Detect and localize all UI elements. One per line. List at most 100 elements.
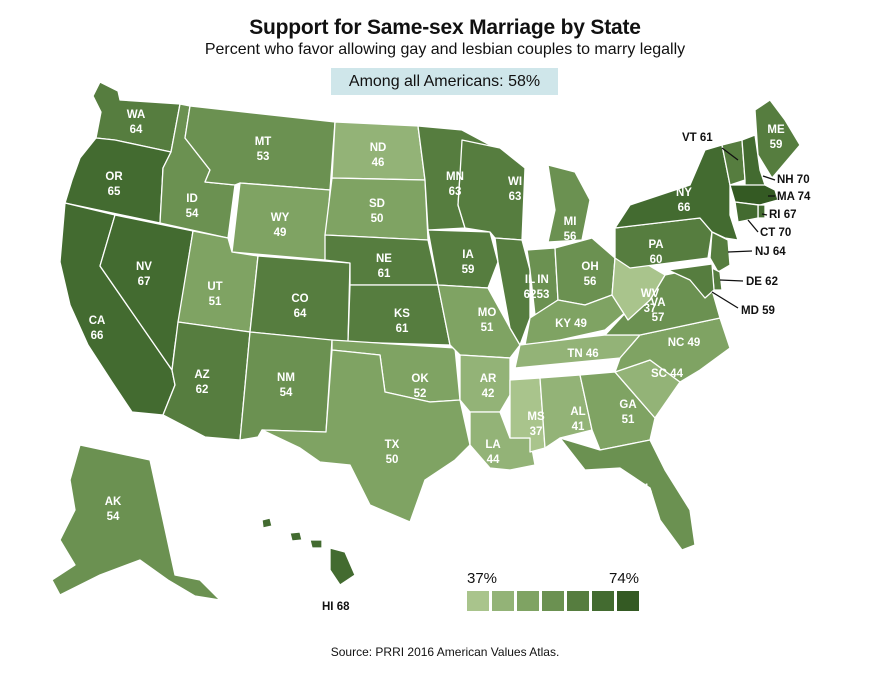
state-label-nd: ND (370, 142, 387, 154)
legend-swatch-5 (567, 591, 589, 611)
state-label-ma: MA 74 (777, 191, 811, 203)
state-nj (709, 231, 731, 273)
state-label-ny: NY (676, 187, 692, 199)
leader-line-ri (761, 213, 768, 216)
state-value-fl: 58 (639, 498, 652, 510)
state-label-wa: WA (127, 109, 146, 121)
state-value-mi: 56 (564, 231, 577, 243)
state-value-oh: 56 (584, 276, 597, 288)
state-label-vt: VT 61 (682, 132, 713, 144)
state-label-ms: MS (527, 411, 545, 423)
map-subtitle: Percent who favor allowing gay and lesbi… (204, 41, 686, 58)
state-label-nj: NJ 64 (755, 246, 786, 258)
state-value-co: 64 (294, 308, 307, 320)
state-md (667, 263, 715, 299)
state-az (162, 321, 251, 441)
state-label-nc: NC 49 (668, 337, 701, 349)
legend-swatch-4 (542, 591, 564, 611)
state-value-al: 41 (572, 421, 585, 433)
leader-line-vt (721, 147, 739, 161)
state-label-fl: FL (638, 483, 652, 495)
state-fl (559, 437, 696, 551)
state-label-nm: NM (277, 372, 295, 384)
leader-line-ct (747, 219, 759, 233)
leader-line-md (711, 291, 739, 309)
state-value-ne: 61 (378, 268, 391, 280)
state-hi (261, 517, 356, 586)
legend-min-label: 37% (467, 570, 498, 587)
state-label-ok: OK (411, 373, 429, 385)
state-label-hi: HI 68 (322, 601, 350, 613)
state-label-ga: GA (619, 399, 636, 411)
state-value-ny: 66 (678, 202, 691, 214)
state-label-de: DE 62 (746, 276, 778, 288)
state-mt (184, 105, 336, 191)
state-value-wa: 64 (130, 124, 143, 136)
state-value-id: 54 (186, 208, 199, 220)
state-label-mo: MO (478, 307, 497, 319)
state-ak (51, 444, 221, 601)
state-label-wy: WY (271, 212, 290, 224)
state-value-la: 44 (487, 454, 500, 466)
state-label-co: CO (291, 293, 308, 305)
state-value-in: 53 (537, 289, 550, 301)
state-label-ky: KY 49 (555, 318, 587, 330)
state-label-wv: WV (641, 288, 660, 300)
state-label-tn: TN 46 (567, 348, 598, 360)
state-label-nv: NV (136, 261, 152, 273)
state-value-nm: 54 (280, 387, 293, 399)
state-label-al: AL (570, 406, 585, 418)
state-value-ok: 52 (414, 388, 427, 400)
state-label-ut: UT (207, 281, 222, 293)
state-ct (734, 201, 759, 223)
state-ri (757, 204, 766, 219)
state-label-il: IL (525, 274, 535, 286)
state-label-wi: WI (508, 176, 522, 188)
state-label-ne: NE (376, 253, 392, 265)
state-value-nv: 67 (138, 276, 151, 288)
state-value-sd: 50 (371, 213, 384, 225)
state-value-wi: 63 (509, 191, 522, 203)
source-note: Source: PRRI 2016 American Values Atlas. (330, 645, 560, 659)
state-value-wy: 49 (274, 227, 287, 239)
state-label-ca: CA (89, 315, 106, 327)
state-ia (427, 229, 499, 289)
state-label-md: MD 59 (741, 305, 775, 317)
legend-swatch-2 (492, 591, 514, 611)
state-value-ar: 42 (482, 388, 495, 400)
state-wi (457, 139, 526, 241)
legend-swatch-6 (592, 591, 614, 611)
leader-line-nj (727, 250, 753, 253)
map-title: Support for Same-sex Marriage by State (249, 16, 641, 39)
state-value-nd: 46 (372, 157, 385, 169)
state-value-me: 59 (770, 139, 783, 151)
state-label-mn: MN (446, 171, 464, 183)
state-value-ut: 51 (209, 296, 222, 308)
state-value-ia: 59 (462, 264, 475, 276)
state-ny (614, 144, 739, 241)
state-label-az: AZ (194, 369, 209, 381)
state-value-mn: 63 (449, 186, 462, 198)
legend-swatch-3 (517, 591, 539, 611)
leader-line-de (719, 279, 744, 282)
state-value-mt: 53 (257, 151, 270, 163)
state-label-ar: AR (480, 373, 497, 385)
state-la (469, 411, 536, 471)
state-value-or: 65 (108, 186, 121, 198)
state-label-tx: TX (385, 439, 400, 451)
state-label-pa: PA (648, 239, 663, 251)
state-value-ms: 37 (530, 426, 543, 438)
state-al (539, 374, 593, 449)
state-value-ak: 54 (107, 511, 120, 523)
state-label-me: ME (767, 124, 785, 136)
legend-color-scale (467, 591, 642, 611)
state-label-mi: MI (564, 216, 577, 228)
state-label-nh: NH 70 (777, 174, 810, 186)
state-nm (239, 331, 333, 441)
state-value-il: 62 (524, 289, 537, 301)
state-label-in: IN (537, 274, 549, 286)
state-value-az: 62 (196, 384, 209, 396)
state-value-pa: 60 (650, 254, 663, 266)
state-label-la: LA (485, 439, 500, 451)
